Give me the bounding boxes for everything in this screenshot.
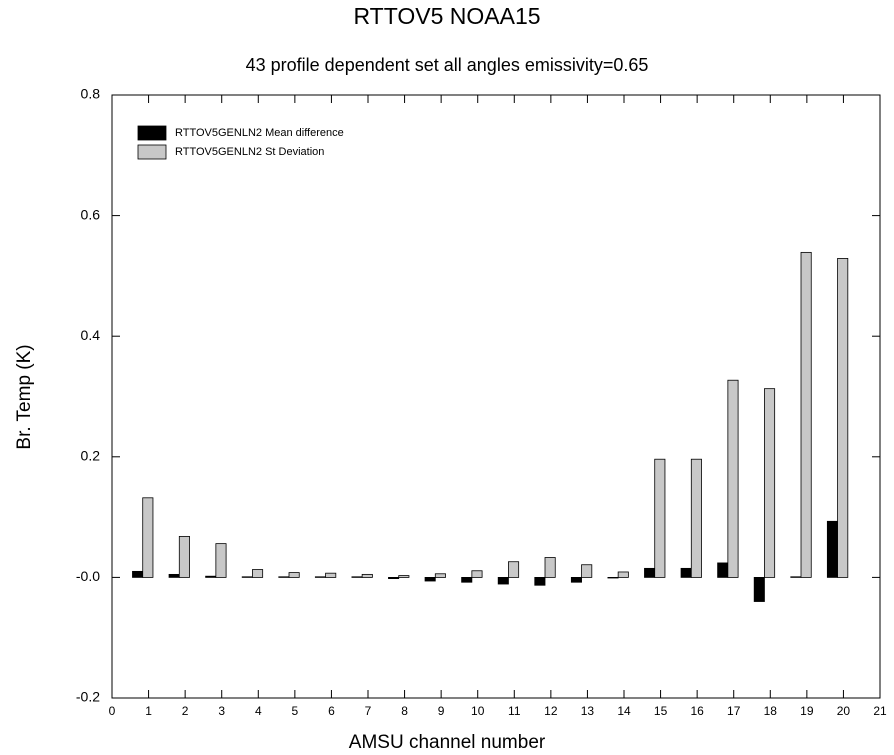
x-tick-label: 14: [617, 704, 631, 718]
x-tick-label: 21: [873, 704, 887, 718]
x-tick-label: 15: [654, 704, 668, 718]
x-tick-label: 9: [438, 704, 445, 718]
bar: [570, 577, 582, 583]
legend-swatch: [137, 144, 167, 160]
bar: [764, 388, 776, 578]
x-tick-label: 18: [764, 704, 778, 718]
bar: [252, 569, 264, 578]
bar: [680, 567, 692, 578]
bar: [398, 575, 410, 578]
bar: [471, 570, 483, 578]
x-tick-label: 3: [218, 704, 225, 718]
y-axis-label: Br. Temp (K): [14, 344, 35, 449]
bar: [544, 557, 556, 578]
bar: [168, 573, 180, 578]
bar: [607, 577, 619, 579]
y-tick-label: 0.2: [81, 448, 101, 464]
x-tick-label: 11: [508, 704, 521, 718]
x-axis-label: AMSU channel number: [349, 732, 546, 753]
x-tick-label: 2: [182, 704, 189, 718]
plot-frame: [111, 94, 881, 699]
bar: [753, 577, 765, 602]
bar: [617, 571, 629, 578]
bar: [361, 573, 373, 578]
bar: [497, 577, 509, 585]
bar: [727, 379, 739, 578]
bar: [288, 572, 300, 578]
bar: [654, 458, 666, 578]
bar: [314, 576, 326, 578]
x-tick-label: 8: [401, 704, 408, 718]
bar: [837, 258, 849, 578]
bar: [205, 575, 217, 578]
bar: [278, 576, 290, 578]
x-tick-label: 19: [800, 704, 814, 718]
bar: [215, 543, 227, 578]
x-tick-label: 17: [727, 704, 741, 718]
bar: [581, 564, 593, 578]
bar: [534, 577, 546, 586]
bar: [424, 577, 436, 582]
y-tick-label: -0.2: [76, 689, 100, 705]
bar: [142, 497, 154, 578]
y-tick-label: 0.4: [81, 327, 101, 343]
legend-label: RTTOV5GENLN2 Mean difference: [175, 127, 344, 139]
y-tick-label: -0.0: [76, 568, 100, 584]
legend-swatch: [137, 125, 167, 141]
x-tick-label: 0: [109, 704, 116, 718]
bar: [800, 251, 812, 578]
chart-title: RTTOV5 NOAA15: [353, 3, 540, 29]
bar: [644, 567, 656, 578]
x-tick-label: 16: [690, 704, 704, 718]
bar: [325, 572, 337, 578]
x-tick-label: 13: [581, 704, 595, 718]
bar: [790, 576, 802, 578]
bar: [132, 570, 144, 578]
chart-subtitle: 43 profile dependent set all angles emis…: [246, 55, 649, 75]
x-tick-label: 6: [328, 704, 335, 718]
bar: [717, 562, 729, 578]
bar: [690, 458, 702, 578]
bar: [241, 576, 253, 578]
x-tick-label: 12: [544, 704, 558, 718]
bar: [388, 577, 400, 580]
bar: [461, 577, 473, 583]
x-tick-label: 1: [145, 704, 152, 718]
x-tick-label: 7: [365, 704, 372, 718]
x-tick-label: 20: [837, 704, 851, 718]
bar: [434, 573, 446, 578]
y-tick-label: 0.6: [81, 206, 101, 222]
x-tick-label: 4: [255, 704, 262, 718]
x-tick-label: 5: [292, 704, 299, 718]
legend-label: RTTOV5GENLN2 St Deviation: [175, 146, 324, 158]
bar: [508, 561, 520, 578]
bar: [351, 576, 363, 578]
x-tick-label: 10: [471, 704, 485, 718]
y-tick-label: 0.8: [81, 86, 101, 102]
bar: [178, 535, 190, 578]
bar: [826, 520, 838, 578]
